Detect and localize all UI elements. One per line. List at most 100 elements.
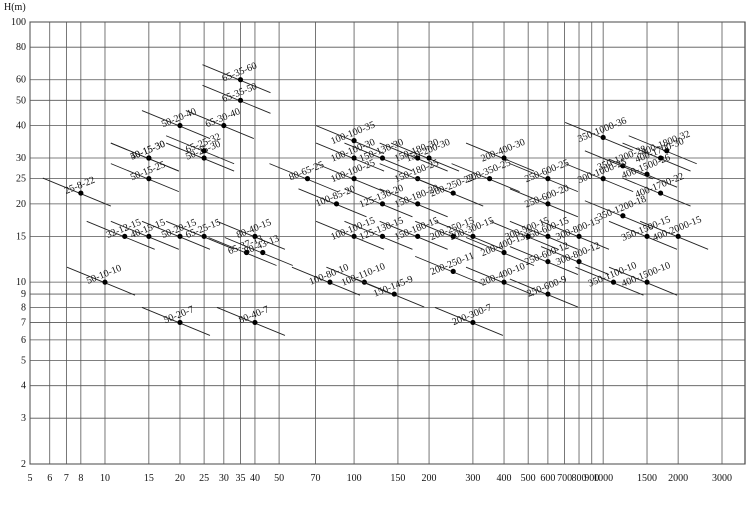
y-tick-label: 4 — [21, 381, 26, 392]
pump-curve — [110, 163, 180, 193]
x-tick-label: 5 — [28, 473, 33, 484]
pump-curve — [344, 188, 413, 218]
point — [122, 233, 128, 239]
point — [237, 97, 244, 103]
pump-curve — [379, 220, 448, 250]
pump-curve — [315, 125, 385, 155]
point — [351, 176, 357, 182]
pump-curve — [208, 237, 277, 266]
point — [351, 155, 357, 161]
pump-curve — [584, 200, 654, 230]
point — [146, 233, 152, 239]
pump-curve — [298, 188, 367, 218]
y-axis-label: H(m) — [4, 2, 26, 13]
x-tick-label: 50 — [274, 473, 284, 484]
pump-curve — [216, 220, 286, 250]
pump-curve — [110, 142, 180, 172]
pump-curve — [185, 110, 254, 139]
point — [545, 258, 551, 265]
point — [415, 155, 421, 161]
plot-frame — [29, 21, 746, 465]
x-tick-label: 300 — [465, 473, 480, 484]
point — [426, 155, 432, 161]
point — [237, 77, 244, 83]
point — [78, 190, 84, 196]
point — [177, 233, 183, 239]
pump-curve — [564, 122, 634, 151]
x-tick-label: 40 — [250, 473, 260, 484]
pump-curve — [509, 220, 579, 250]
pump-curve — [465, 266, 535, 296]
pump-curve — [66, 266, 136, 296]
x-tick-label: 20 — [175, 473, 185, 484]
pump-curve — [451, 163, 520, 193]
point — [620, 213, 626, 219]
pump-curve — [434, 307, 504, 336]
point — [675, 233, 681, 239]
pump-curve — [224, 237, 293, 266]
pump-curve — [202, 84, 271, 114]
point — [252, 233, 258, 239]
pump-curve — [434, 220, 504, 250]
point — [657, 155, 664, 161]
pump-curve — [608, 266, 678, 296]
pump-curve — [216, 307, 286, 336]
point — [576, 233, 582, 239]
pump-curve — [509, 278, 579, 308]
point — [177, 122, 183, 129]
y-tick-label: 3 — [21, 413, 26, 424]
pump-curve — [628, 135, 697, 165]
x-tick-label: 100 — [347, 473, 362, 484]
y-tick-label: 15 — [16, 231, 26, 242]
pump-curve — [575, 266, 644, 296]
x-tick-label: 1500 — [637, 473, 657, 484]
y-tick-label: 10 — [16, 277, 26, 288]
x-tick-label: 700 — [557, 473, 572, 484]
y-tick-label: 9 — [21, 289, 26, 300]
point — [102, 279, 108, 285]
point — [333, 201, 340, 207]
y-tick-label: 40 — [16, 121, 26, 132]
point — [177, 319, 183, 326]
y-tick-label: 25 — [16, 174, 26, 185]
pump-curve — [141, 110, 211, 139]
point — [221, 122, 227, 129]
x-tick-label: 10 — [100, 473, 110, 484]
y-tick-label: 30 — [16, 153, 26, 164]
pump-curve — [465, 237, 535, 266]
x-tick-label: 7 — [64, 473, 69, 484]
y-tick-label: 8 — [21, 302, 26, 313]
pump-curve — [608, 220, 678, 250]
x-tick-label: 6 — [47, 473, 52, 484]
y-tick-label: 60 — [16, 75, 26, 86]
pump-curve — [141, 307, 211, 336]
pump-curve — [344, 142, 413, 172]
pump-curve — [315, 142, 385, 172]
y-tick-label: 80 — [16, 42, 26, 53]
point — [486, 176, 493, 182]
x-tick-label: 2000 — [668, 473, 688, 484]
point — [391, 291, 397, 297]
point — [501, 155, 507, 161]
pump-curve — [622, 142, 691, 172]
point — [644, 233, 650, 239]
pump-curve — [540, 220, 610, 250]
point — [146, 176, 152, 182]
point — [351, 233, 357, 239]
x-tick-label: 600 — [540, 473, 555, 484]
pump-curve — [356, 278, 425, 308]
pump-curve — [465, 142, 535, 172]
pump-curve — [379, 142, 448, 172]
point — [260, 249, 266, 256]
pump-curve — [415, 220, 484, 250]
pump-curve — [584, 150, 654, 180]
point — [415, 233, 421, 239]
point — [201, 233, 207, 239]
x-tick-label: 900 — [584, 473, 599, 484]
point — [501, 279, 507, 285]
pump-curve — [315, 163, 385, 193]
pump-curve — [509, 163, 579, 193]
x-tick-label: 800 — [572, 473, 587, 484]
point — [379, 201, 386, 207]
